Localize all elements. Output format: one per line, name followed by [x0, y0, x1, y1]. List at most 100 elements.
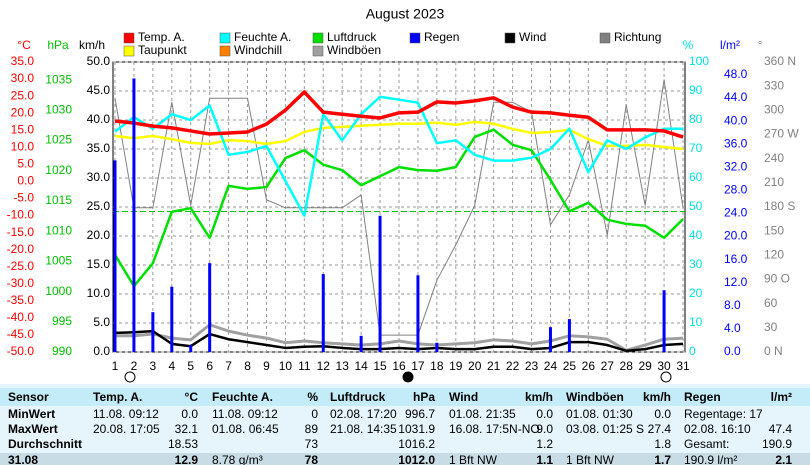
y-tick-label: -20.0: [7, 242, 35, 256]
y-tick-label: -45.0: [7, 327, 35, 341]
y-tick-label: 4.0: [724, 321, 741, 335]
legend-swatch: [504, 32, 516, 44]
x-tick-label: 13: [336, 359, 350, 373]
legend-swatch: [219, 45, 231, 57]
table-cell: Windböen: [566, 390, 624, 404]
legend-swatch: [219, 32, 231, 44]
axis-title: %: [683, 38, 694, 52]
x-tick-label: 5: [187, 359, 194, 373]
y-tick-label: 20: [689, 286, 703, 300]
x-tick-label: 4: [168, 359, 175, 373]
series-line: [114, 95, 683, 217]
x-tick-label: 28: [620, 359, 634, 373]
table-cell: 01.08. 01:30: [566, 407, 633, 421]
table-cell: Regen: [684, 390, 721, 404]
table-cell: 0.0: [536, 407, 553, 421]
table-cell: MaxWert: [8, 422, 58, 436]
table-cell: 0.0: [181, 407, 198, 421]
y-tick-label: 330: [764, 78, 784, 92]
y-tick-label: 1030: [45, 103, 72, 117]
table-cell: 9.0: [536, 422, 553, 436]
legend-label: Taupunkt: [138, 43, 187, 57]
y-tick-label: 48.0: [724, 67, 748, 81]
y-tick-label: 0 N: [764, 344, 783, 358]
y-tick-label: -40.0: [7, 310, 35, 324]
y-tick-label: 180 S: [764, 199, 795, 213]
x-tick-label: 31: [676, 359, 690, 373]
y-tick-label: 80: [689, 112, 703, 126]
table-cell: 32.1: [175, 422, 199, 436]
rain-bar: [189, 345, 193, 352]
x-tick-label: 1: [112, 359, 119, 373]
table-header: [0, 388, 810, 406]
y-tick-label: 35.0: [11, 54, 35, 68]
table-cell: 1012.0: [398, 453, 435, 465]
y-tick-label: 40.0: [87, 112, 111, 126]
y-tick-label: -35.0: [7, 293, 35, 307]
x-tick-label: 19: [449, 359, 463, 373]
y-tick-label: 40.0: [724, 113, 748, 127]
table-cell: 73: [305, 437, 319, 451]
x-tick-label: 14: [354, 359, 368, 373]
table-cell: 996.7: [405, 407, 435, 421]
x-tick-label: 7: [225, 359, 232, 373]
y-tick-label: 12.0: [724, 275, 748, 289]
chart-title: August 2023: [366, 6, 445, 22]
x-tick-label: 29: [638, 359, 652, 373]
y-tick-label: 30.0: [87, 170, 111, 184]
x-tick-label: 12: [317, 359, 331, 373]
table-cell: 78: [305, 453, 319, 465]
y-tick-label: 36.0: [724, 136, 748, 150]
y-tick-label: 70: [689, 141, 703, 155]
y-tick-label: 995: [52, 314, 72, 328]
table-cell: °C: [185, 390, 199, 404]
axis-title: hPa: [47, 38, 69, 52]
rain-bar: [378, 215, 382, 352]
series-line: [113, 128, 684, 288]
y-tick-label: 32.0: [724, 159, 748, 173]
x-tick-label: 8: [244, 359, 251, 373]
table-cell: 03.08. 01:25 S: [566, 422, 644, 436]
axis-title: °C: [17, 38, 31, 52]
table-cell: km/h: [643, 390, 671, 404]
table-cell: 02.08. 16:10: [684, 422, 751, 436]
table-cell: Feuchte A.: [212, 390, 273, 404]
table-cell: Sensor: [8, 390, 49, 404]
y-tick-label: 1035: [45, 72, 72, 86]
table-cell: 02.08. 17:20: [330, 407, 397, 421]
rain-bar: [151, 312, 155, 352]
legend-label: Windchill: [234, 43, 282, 57]
rain-bar: [662, 290, 666, 352]
x-tick-label: 2: [131, 359, 138, 373]
rain-bar: [170, 286, 174, 352]
table-cell: 89: [305, 422, 319, 436]
y-tick-label: 1020: [45, 163, 72, 177]
x-tick-label: 9: [263, 359, 270, 373]
legend-label: Richtung: [614, 30, 661, 44]
legend-swatch: [599, 32, 611, 44]
y-tick-label: 30.0: [11, 71, 35, 85]
series-line: [114, 120, 684, 151]
legend-label: Wind: [519, 30, 546, 44]
table-cell: 16.08. 17:5N-NO: [449, 422, 540, 436]
y-tick-label: 270 W: [764, 127, 799, 141]
y-tick-label: 15.0: [11, 122, 35, 136]
y-tick-label: 10: [689, 315, 703, 329]
table-cell: Gesamt:: [684, 437, 729, 451]
table-cell: 1.1: [536, 453, 553, 465]
x-tick-label: 16: [392, 359, 406, 373]
table-cell: 1031.9: [398, 422, 435, 436]
rain-bar: [208, 263, 212, 352]
y-tick-label: 60: [689, 170, 703, 184]
x-tick-label: 27: [601, 359, 615, 373]
table-cell: 190.9: [762, 437, 792, 451]
table-cell: 11.08. 09:12: [93, 407, 159, 421]
y-tick-label: 240: [764, 151, 784, 165]
table-cell: 27.4: [648, 422, 672, 436]
rain-bar: [113, 160, 117, 352]
table-cell: Temp. A.: [93, 390, 142, 404]
y-tick-label: 300: [764, 103, 784, 117]
y-tick-label: 28.0: [724, 183, 748, 197]
table-cell: 01.08. 21:35: [449, 407, 516, 421]
rain-bar: [359, 335, 363, 352]
